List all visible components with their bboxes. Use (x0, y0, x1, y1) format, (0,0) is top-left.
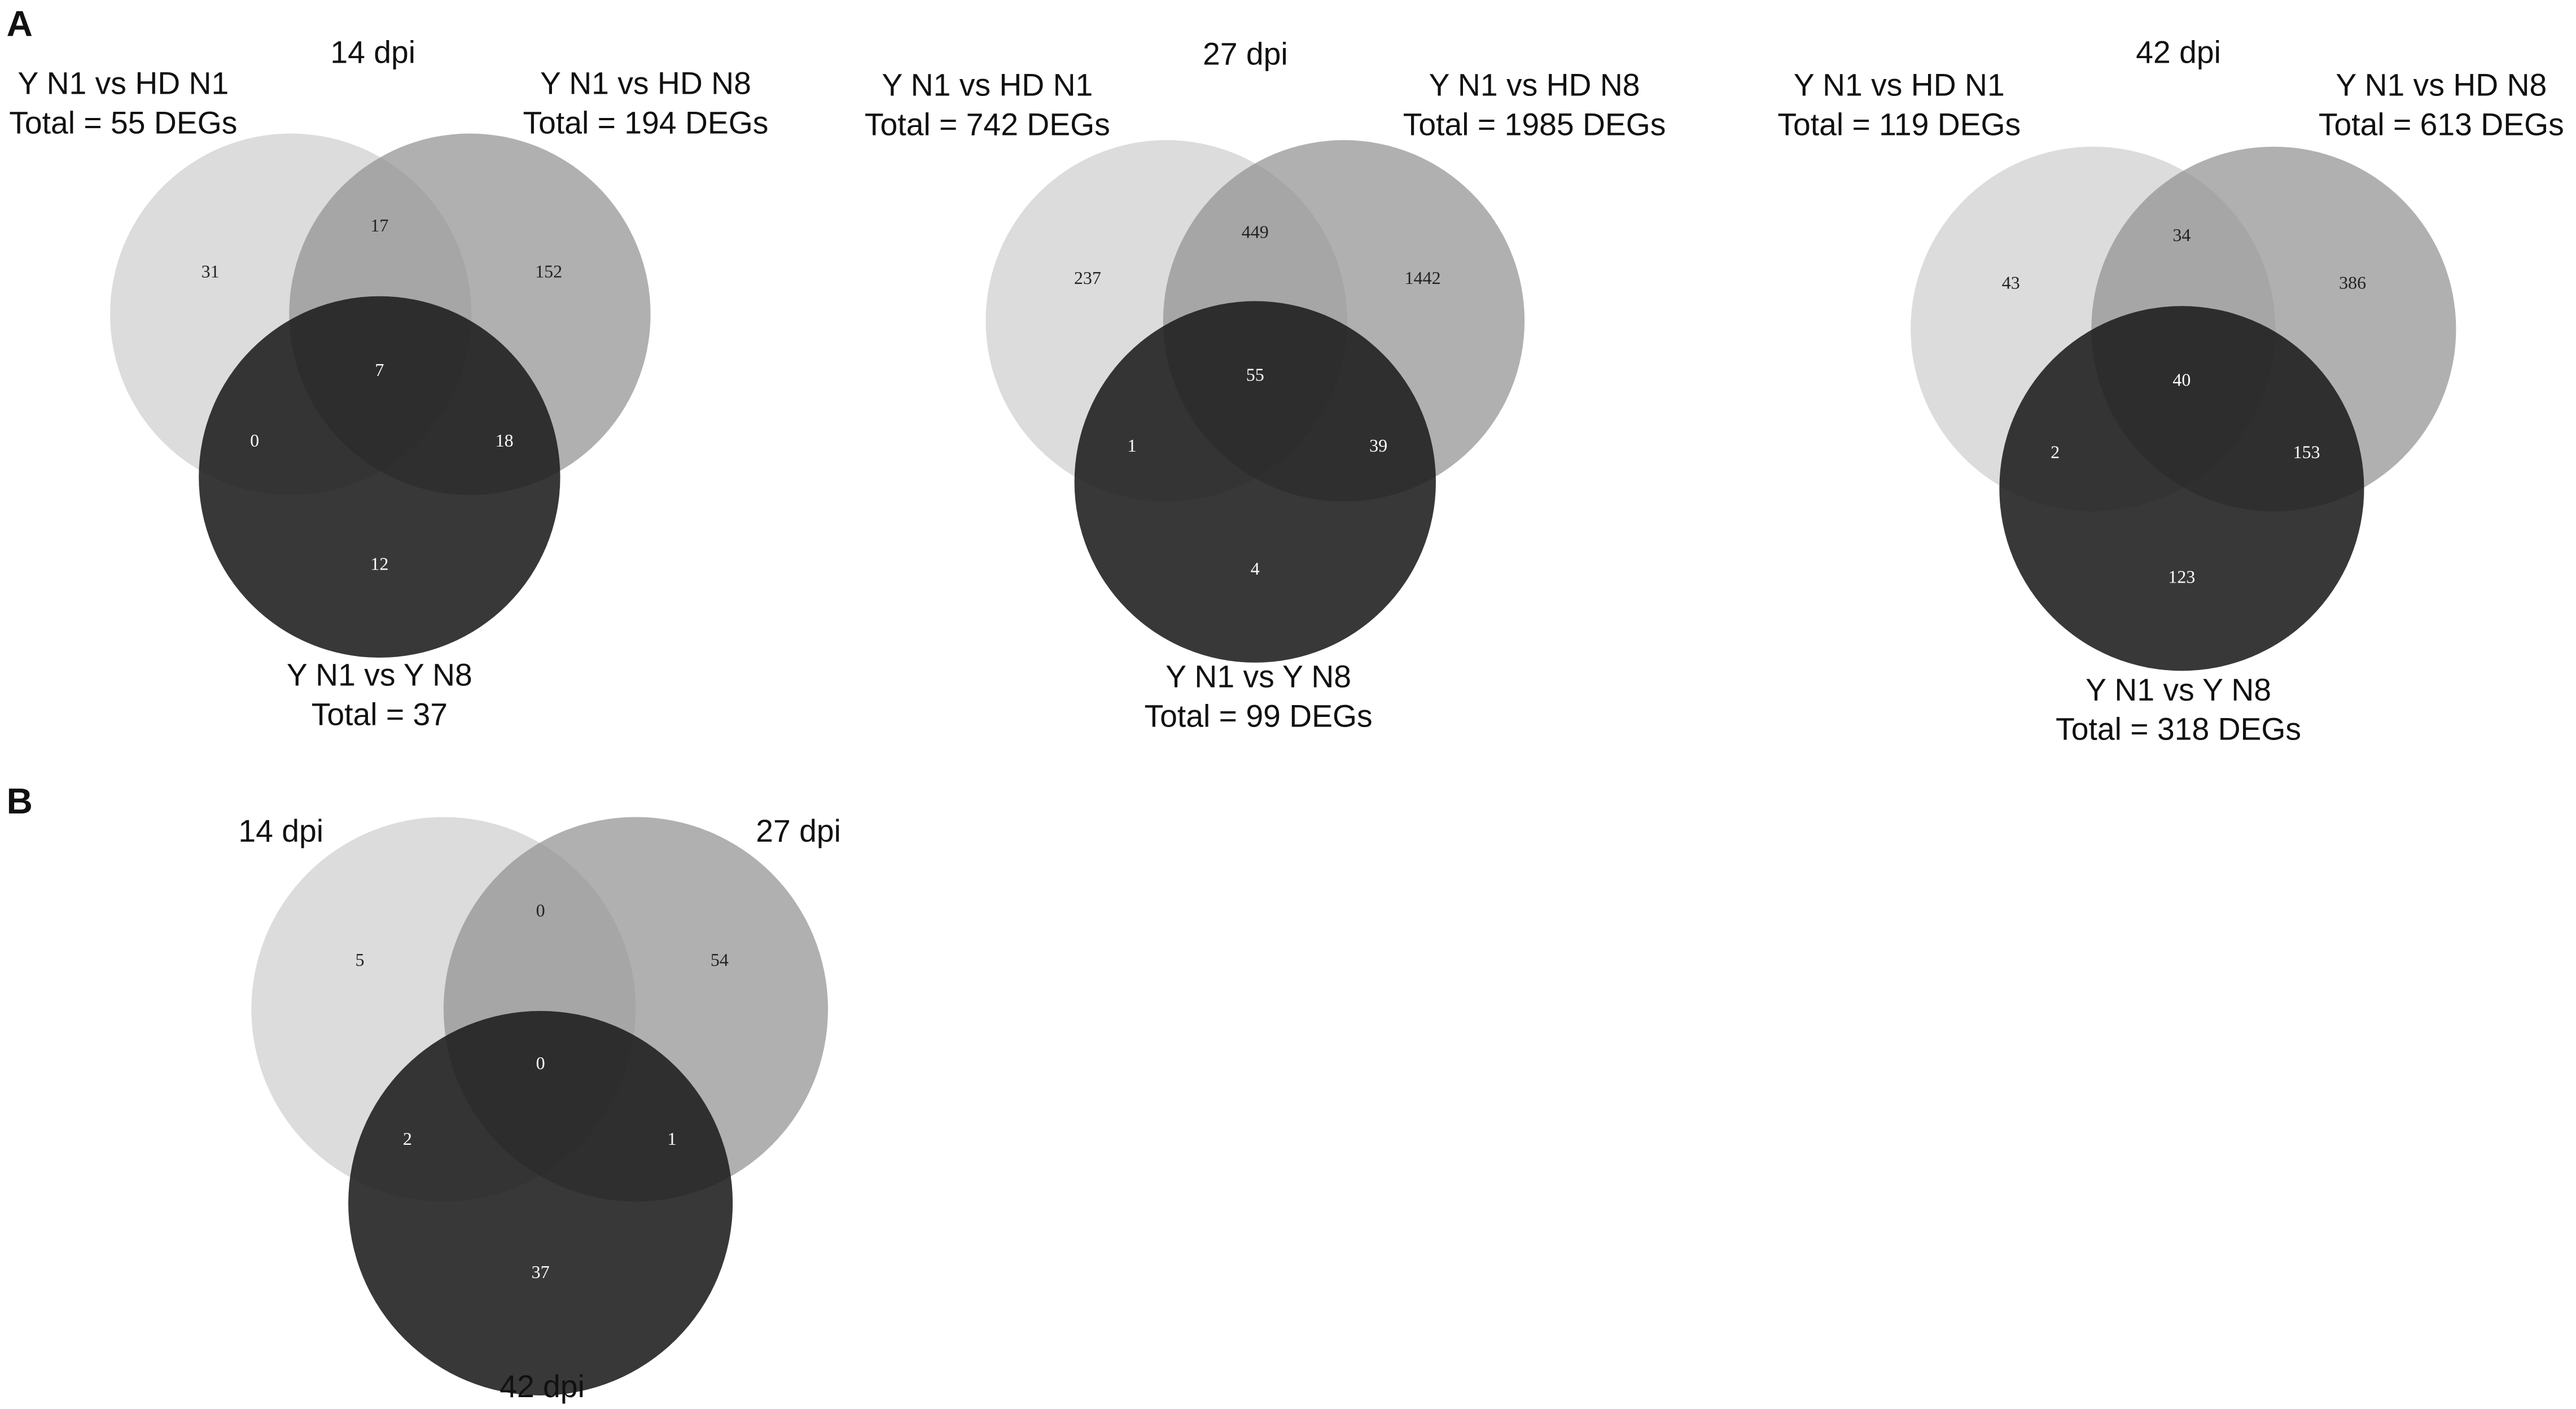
region-count: 153 (2293, 441, 2320, 462)
region-count: 31 (201, 261, 220, 281)
region-count: 1442 (1405, 268, 1441, 288)
set-label: Y N1 vs HD N1 (17, 66, 229, 101)
venn-set (1074, 301, 1436, 663)
region-count: 1 (667, 1128, 676, 1149)
venn-set (1999, 306, 2364, 671)
set-label: Y N1 vs HD N8 (2336, 68, 2547, 103)
set-label: Y N1 vs Y N8 (2086, 672, 2271, 707)
region-count: 1 (1127, 435, 1136, 456)
set-label: 14 dpi (238, 813, 323, 848)
region-count: 152 (535, 261, 562, 281)
region-count: 40 (2172, 369, 2191, 390)
region-count: 7 (375, 360, 384, 380)
region-count: 39 (1369, 435, 1387, 456)
set-label: Y N1 vs HD N8 (540, 66, 751, 101)
region-count: 237 (1074, 268, 1101, 288)
region-count: 37 (532, 1262, 550, 1282)
region-count: 4 (1251, 558, 1260, 579)
region-count: 0 (536, 1053, 545, 1073)
set-label: Y N1 vs HD N8 (1429, 68, 1640, 103)
region-count: 2 (403, 1128, 412, 1149)
region-count: 386 (2339, 273, 2366, 293)
set-label: 27 dpi (756, 813, 841, 848)
set-label: Y N1 vs Y N8 (1166, 659, 1351, 694)
venn-set (199, 296, 560, 658)
region-count: 12 (370, 553, 388, 574)
set-total: Total = 55 DEGs (9, 106, 237, 141)
region-count: 43 (2002, 273, 2020, 293)
region-count: 123 (2168, 567, 2195, 587)
set-total: Total = 119 DEGs (1777, 107, 2021, 142)
set-total: Total = 37 (312, 697, 448, 732)
set-total: Total = 318 DEGs (2056, 712, 2301, 747)
set-total: Total = 194 DEGs (523, 106, 768, 141)
chart-title: 42 dpi (2136, 34, 2221, 69)
region-count: 54 (711, 949, 729, 970)
panel-label: A (7, 3, 33, 44)
set-label: Y N1 vs Y N8 (287, 658, 472, 693)
venn-set (348, 1010, 733, 1395)
region-count: 17 (370, 215, 388, 235)
chart-title: 14 dpi (330, 34, 415, 69)
panel-label: B (7, 781, 33, 821)
region-count: 449 (1242, 221, 1269, 242)
region-count: 18 (496, 430, 514, 450)
region-count: 0 (536, 900, 545, 921)
region-count: 2 (2051, 441, 2060, 462)
set-total: Total = 1985 DEGs (1403, 107, 1666, 142)
region-count: 0 (250, 430, 259, 450)
region-count: 55 (1246, 365, 1264, 385)
set-label: Y N1 vs HD N1 (882, 68, 1093, 103)
set-label: Y N1 vs HD N1 (1794, 68, 2005, 103)
set-total: Total = 742 DEGs (865, 107, 1110, 142)
set-label: 42 dpi (500, 1369, 585, 1404)
set-total: Total = 99 DEGs (1145, 698, 1373, 733)
set-total: Total = 613 DEGs (2319, 107, 2564, 142)
chart-title: 27 dpi (1203, 36, 1288, 71)
region-count: 34 (2172, 225, 2191, 245)
region-count: 5 (355, 949, 364, 970)
